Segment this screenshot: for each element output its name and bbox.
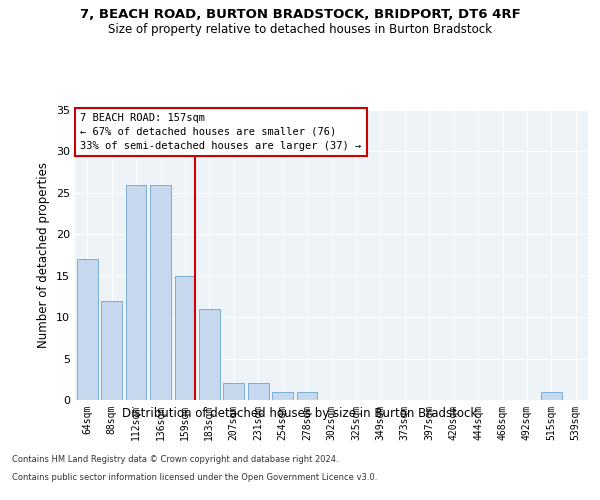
Bar <box>77 259 98 400</box>
Text: Size of property relative to detached houses in Burton Bradstock: Size of property relative to detached ho… <box>108 22 492 36</box>
Bar <box>150 184 171 400</box>
Bar <box>175 276 196 400</box>
Bar <box>541 392 562 400</box>
Text: 7, BEACH ROAD, BURTON BRADSTOCK, BRIDPORT, DT6 4RF: 7, BEACH ROAD, BURTON BRADSTOCK, BRIDPOR… <box>80 8 520 20</box>
Text: Distribution of detached houses by size in Burton Bradstock: Distribution of detached houses by size … <box>122 408 478 420</box>
Bar <box>125 184 146 400</box>
Text: 7 BEACH ROAD: 157sqm
← 67% of detached houses are smaller (76)
33% of semi-detac: 7 BEACH ROAD: 157sqm ← 67% of detached h… <box>80 113 361 151</box>
Text: Contains HM Land Registry data © Crown copyright and database right 2024.: Contains HM Land Registry data © Crown c… <box>12 455 338 464</box>
Text: Contains public sector information licensed under the Open Government Licence v3: Contains public sector information licen… <box>12 472 377 482</box>
Bar <box>223 384 244 400</box>
Y-axis label: Number of detached properties: Number of detached properties <box>37 162 50 348</box>
Bar <box>296 392 317 400</box>
Bar <box>101 300 122 400</box>
Bar <box>272 392 293 400</box>
Bar <box>248 384 269 400</box>
Bar <box>199 309 220 400</box>
